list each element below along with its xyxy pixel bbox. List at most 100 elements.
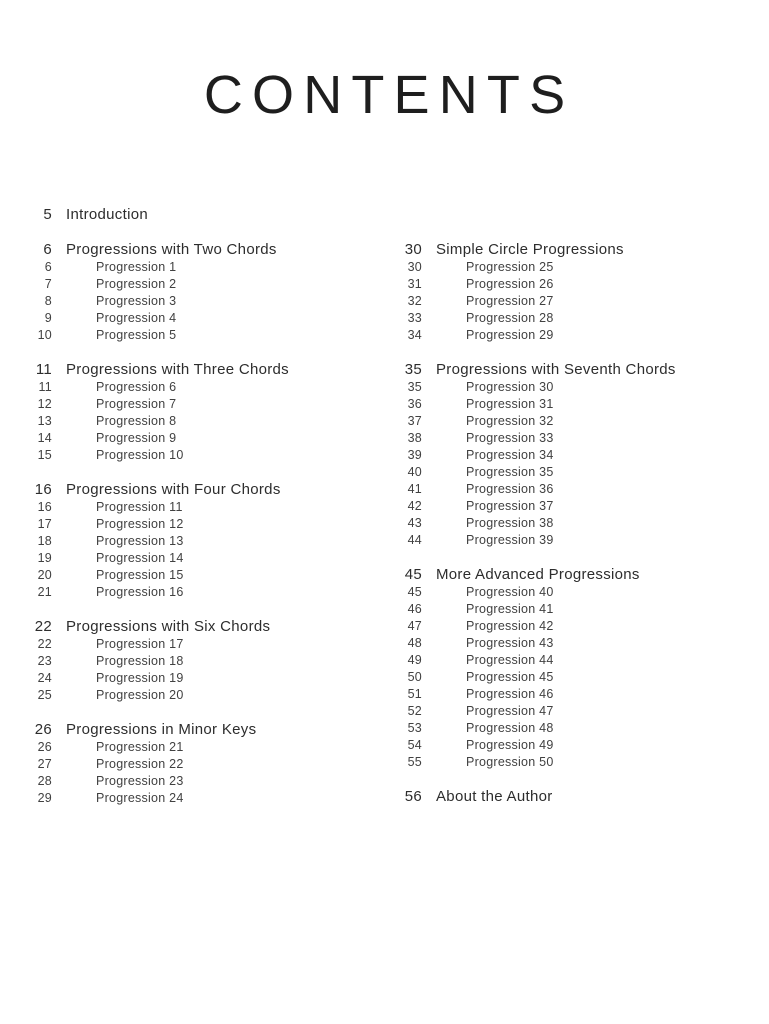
toc-entry: 39 Progression 34 [396,447,736,464]
toc-entry: 34 Progression 29 [396,327,736,344]
toc-entry: 45 Progression 40 [396,584,736,601]
entry-label: Progression 38 [466,516,554,530]
entry-label: Progression 1 [96,260,177,274]
toc-entry: 43 Progression 38 [396,515,736,532]
toc-entry: 47 Progression 42 [396,618,736,635]
page-number: 7 [44,277,52,291]
toc-column-left: 5 Introduction 6 Progressions with Two Chor… [26,205,366,823]
entry-label: Progression 34 [466,448,554,462]
page-number: 52 [407,704,422,718]
page-number: 41 [407,482,422,496]
entry-label: Progression 28 [466,311,554,325]
page-number: 6 [43,241,52,258]
page-number: 19 [37,551,52,565]
entry-label: Progression 20 [96,688,184,702]
page-number: 13 [37,414,52,428]
toc-section: 16 Progressions with Four Chords 16 Progres… [26,480,366,601]
page-number: 40 [407,465,422,479]
toc-entry: 27 Progression 22 [26,756,366,773]
entry-label: Progression 10 [96,448,184,462]
toc-entry: 40 Progression 35 [396,464,736,481]
page-number: 11 [35,361,52,378]
page-number: 16 [37,500,52,514]
entry-label: Progression 46 [466,687,554,701]
page-number: 42 [407,499,422,513]
toc-section: 11 Progressions with Three Chords 11 Progre… [26,360,366,464]
page-number: 39 [407,448,422,462]
entry-label: Progression 2 [96,277,177,291]
page-number: 50 [407,670,422,684]
entry-label: Progression 43 [466,636,554,650]
page-number: 11 [38,380,52,394]
toc-entry: 51 Progression 46 [396,686,736,703]
page-number: 30 [407,260,422,274]
toc-section-heading: 26 Progressions in Minor Keys [26,720,366,739]
toc-entry: 13 Progression 8 [26,413,366,430]
toc-section: 56 About the Author [396,787,736,806]
entry-label: Progression 5 [96,328,177,342]
section-title: Progressions with Six Chords [66,618,271,635]
toc-entry: 19 Progression 14 [26,550,366,567]
entry-label: Progression 35 [466,465,554,479]
entry-label: Progression 32 [466,414,554,428]
entry-label: Progression 36 [466,482,554,496]
toc-section: 35 Progressions with Seventh Chords 35 Prog… [396,360,736,549]
entry-label: Progression 41 [466,602,554,616]
entry-label: Progression 29 [466,328,554,342]
toc-entry: 52 Progression 47 [396,703,736,720]
page-number: 45 [404,566,422,583]
toc-entry: 32 Progression 27 [396,293,736,310]
entry-label: Progression 45 [466,670,554,684]
section-title: More Advanced Progressions [436,566,640,583]
toc-entry: 36 Progression 31 [396,396,736,413]
toc-columns: 5 Introduction 6 Progressions with Two Chor… [0,205,769,823]
page-number: 6 [44,260,52,274]
page-number: 30 [404,241,422,258]
entry-label: Progression 42 [466,619,554,633]
entry-label: Progression 16 [96,585,184,599]
entry-label: Progression 31 [466,397,554,411]
toc-entry: 33 Progression 28 [396,310,736,327]
entry-label: Progression 25 [466,260,554,274]
toc-entry: 14 Progression 9 [26,430,366,447]
toc-entry: 11 Progression 6 [26,379,366,396]
page-number: 20 [37,568,52,582]
entry-label: Progression 47 [466,704,554,718]
toc-section-heading: 22 Progressions with Six Chords [26,617,366,636]
entry-label: Progression 17 [96,637,184,651]
toc-section-heading: 5 Introduction [26,205,366,224]
entry-label: Progression 13 [96,534,184,548]
page-number: 5 [43,206,52,223]
toc-section: 45 More Advanced Progressions 45 Progressio… [396,565,736,771]
page-number: 22 [34,618,52,635]
entry-label: Progression 19 [96,671,184,685]
page-number: 48 [407,636,422,650]
toc-entry: 37 Progression 32 [396,413,736,430]
page-number: 29 [37,791,52,805]
toc-section-heading: 6 Progressions with Two Chords [26,240,366,259]
page-number: 21 [37,585,52,599]
toc-entry: 17 Progression 12 [26,516,366,533]
section-title: Progressions with Seventh Chords [436,361,676,378]
toc-entry: 15 Progression 10 [26,447,366,464]
page-number: 27 [37,757,52,771]
toc-section-heading: 16 Progressions with Four Chords [26,480,366,499]
page-number: 22 [37,637,52,651]
entry-label: Progression 27 [466,294,554,308]
page-number: 25 [37,688,52,702]
page-number: 15 [37,448,52,462]
toc-entry: 49 Progression 44 [396,652,736,669]
entry-label: Progression 3 [96,294,177,308]
entry-label: Progression 7 [96,397,177,411]
toc-entry: 24 Progression 19 [26,670,366,687]
toc-section-heading: 45 More Advanced Progressions [396,565,736,584]
page-number: 18 [37,534,52,548]
toc-entry: 53 Progression 48 [396,720,736,737]
toc-section-heading: 56 About the Author [396,787,736,806]
toc-entry: 29 Progression 24 [26,790,366,807]
entry-label: Progression 15 [96,568,184,582]
toc-entry: 44 Progression 39 [396,532,736,549]
page-number: 37 [407,414,422,428]
toc-entry: 26 Progression 21 [26,739,366,756]
